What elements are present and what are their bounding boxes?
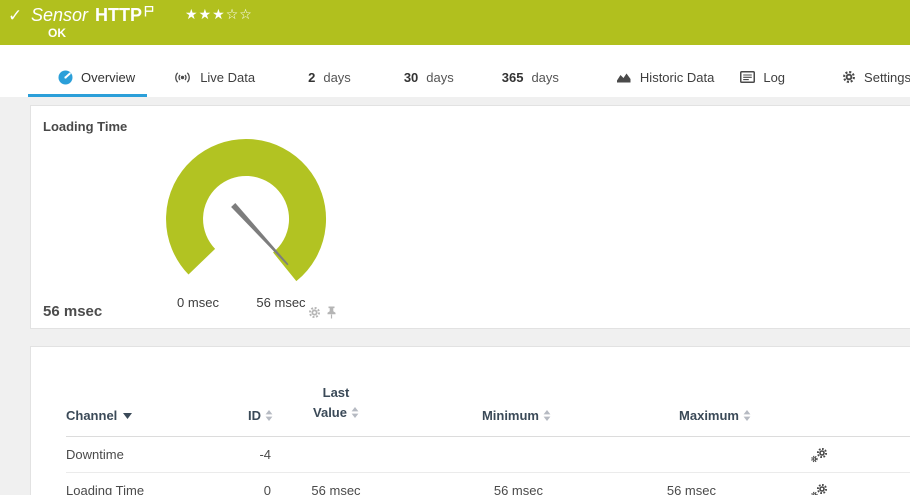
channel-table-header: Channel ID Last Value Minimum Maximum <box>66 347 910 438</box>
chart-icon <box>616 73 631 83</box>
gauge-panel-actions <box>308 306 337 319</box>
sort-icon <box>351 407 359 419</box>
table-row: Downtime -4 <box>66 437 910 474</box>
sensor-title-row: Sensor HTTP ★★★☆☆ <box>31 4 253 26</box>
channel-table-panel: Channel ID Last Value Minimum Maximum <box>30 346 910 495</box>
column-header-id[interactable]: ID <box>231 408 276 423</box>
status-check-icon: ✓ <box>8 6 23 25</box>
tab-days-number: 30 <box>403 69 419 85</box>
tab-days-word: days <box>426 69 454 85</box>
tab-label: Settings <box>864 69 910 85</box>
page-title: HTTP <box>95 5 143 25</box>
channel-maximum: 56 msec <box>666 483 716 495</box>
channel-settings-icon[interactable] <box>810 447 829 463</box>
tab-2-days[interactable]: 2 days <box>296 60 363 97</box>
tab-log[interactable]: Log <box>728 60 797 97</box>
channel-minimum: 56 msec <box>493 483 543 495</box>
channel-id: 0 <box>263 483 271 495</box>
pin-icon[interactable] <box>326 306 337 319</box>
gauge-current-value: 56 msec <box>43 303 103 320</box>
column-header-last-value[interactable]: Last Value <box>276 383 396 423</box>
tab-30-days[interactable]: 30 days <box>392 60 466 97</box>
channel-name: Downtime <box>66 447 124 463</box>
tab-label: Log <box>763 69 786 85</box>
log-icon <box>740 71 756 83</box>
tab-days-number: 365 <box>501 69 524 85</box>
tab-label: Overview <box>81 69 136 85</box>
gauge-needle <box>231 203 289 266</box>
sort-icon <box>265 410 273 422</box>
tab-label: Live Data <box>200 69 256 85</box>
sensor-tabbar: Overview Live Data 2 days 30 days 365 days <box>0 45 910 97</box>
gear-icon <box>843 71 855 83</box>
channel-id: -4 <box>259 447 271 463</box>
gauge-panel-title: Loading Time <box>43 119 128 134</box>
broadcast-icon <box>175 71 190 83</box>
tab-historic-data[interactable]: Historic Data <box>604 60 726 97</box>
tab-label: Historic Data <box>639 69 715 85</box>
channel-last-value: 56 msec <box>311 483 361 495</box>
column-header-minimum[interactable]: Minimum <box>396 408 551 423</box>
table-row: Loading Time 0 56 msec 56 msec 56 msec <box>66 473 910 495</box>
loading-time-gauge-panel: Loading Time 0 msec 56 msec 56 msec <box>30 105 910 329</box>
column-header-channel[interactable]: Channel <box>66 408 231 423</box>
tab-overview[interactable]: Overview <box>28 60 148 97</box>
sort-icon <box>743 410 751 422</box>
priority-stars[interactable]: ★★★☆☆ <box>185 4 253 24</box>
tab-days-word: days <box>531 69 559 85</box>
tab-settings[interactable]: Settings <box>830 60 910 97</box>
status-badge: OK <box>48 26 66 40</box>
gauge-min-label: 0 msec <box>177 295 219 310</box>
tab-365-days[interactable]: 365 days <box>490 60 571 97</box>
gauge-max-label: 56 msec <box>256 295 306 310</box>
column-header-maximum[interactable]: Maximum <box>551 408 751 423</box>
stars-empty: ☆☆ <box>225 6 253 22</box>
tab-days-word: days <box>323 69 351 85</box>
page-title-prefix: Sensor <box>31 5 89 25</box>
sort-desc-icon <box>123 413 133 420</box>
loading-time-gauge <box>166 139 326 282</box>
stars-filled: ★★★ <box>185 6 226 22</box>
tab-days-number: 2 <box>308 69 316 85</box>
priority-flag-icon[interactable] <box>144 5 155 17</box>
tab-live-data[interactable]: Live Data <box>161 60 267 97</box>
gauge-settings-gear-icon[interactable] <box>308 306 321 319</box>
gauge-icon <box>58 70 73 84</box>
channel-name: Loading Time <box>66 483 145 495</box>
overview-content: Loading Time 0 msec 56 msec 56 msec <box>0 97 910 495</box>
sensor-header: ✓ Sensor HTTP ★★★☆☆ OK <box>0 0 910 45</box>
sort-icon <box>543 410 551 422</box>
channel-settings-icon[interactable] <box>810 483 829 495</box>
